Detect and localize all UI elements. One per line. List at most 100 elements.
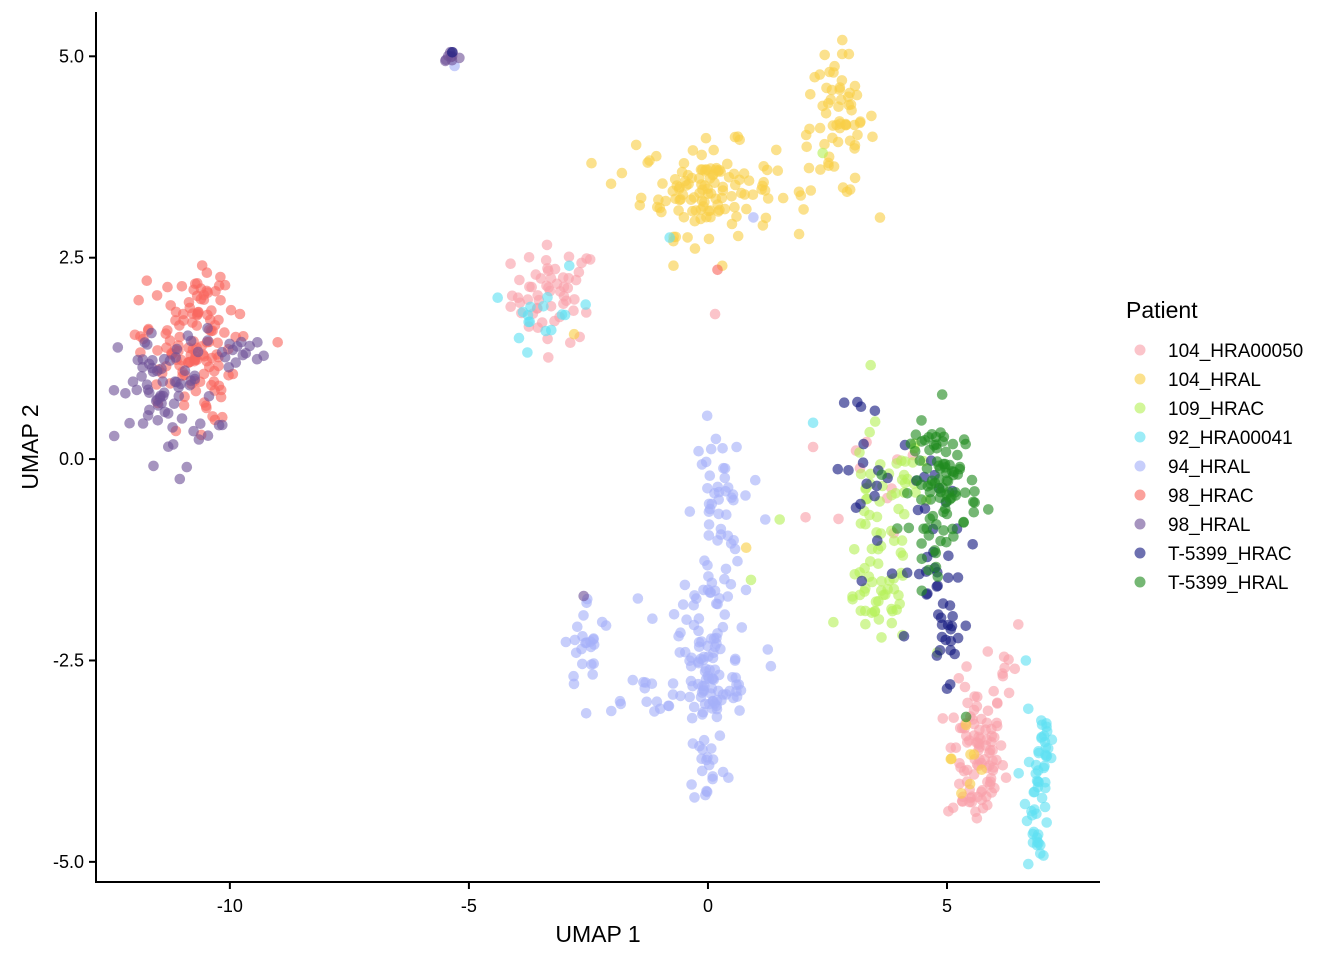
data-point — [654, 202, 666, 214]
data-point — [201, 267, 213, 279]
data-point — [585, 641, 597, 653]
data-point — [891, 604, 902, 615]
data-point — [757, 220, 769, 231]
data-point — [713, 206, 724, 217]
legend-key — [1134, 547, 1146, 559]
data-point — [876, 469, 887, 481]
data-point — [942, 572, 954, 584]
data-point — [931, 443, 942, 454]
legend-key — [1134, 373, 1146, 385]
data-point — [272, 337, 284, 348]
data-point — [740, 584, 752, 596]
data-point — [569, 294, 580, 305]
data-point — [112, 342, 124, 353]
data-point — [800, 512, 811, 523]
data-point — [909, 446, 921, 457]
data-point — [213, 419, 225, 431]
data-point — [174, 473, 186, 485]
data-point — [185, 335, 197, 347]
data-point — [689, 792, 700, 803]
data-point — [1040, 782, 1051, 794]
data-point — [173, 390, 185, 402]
data-point — [869, 416, 881, 427]
data-point — [706, 673, 718, 684]
data-point — [871, 511, 883, 523]
y-axis-title: UMAP 2 — [17, 404, 43, 489]
data-point — [676, 166, 688, 178]
data-point — [960, 711, 972, 723]
data-point — [832, 463, 844, 475]
data-point — [195, 293, 207, 305]
data-point — [916, 415, 927, 426]
x-axis-title: UMAP 1 — [555, 921, 640, 947]
data-point — [985, 772, 997, 784]
data-point — [824, 66, 835, 78]
data-point — [960, 438, 971, 450]
data-point — [835, 94, 847, 106]
data-point — [971, 813, 983, 824]
data-point — [793, 186, 805, 198]
data-point — [570, 274, 582, 286]
data-point — [821, 82, 832, 94]
data-point — [699, 555, 710, 566]
data-point — [202, 335, 213, 346]
data-point — [902, 473, 913, 485]
data-point — [897, 550, 909, 561]
data-point — [834, 122, 846, 134]
data-point — [923, 432, 934, 443]
data-point — [911, 475, 923, 486]
legend-label: 109_HRAC — [1168, 399, 1264, 420]
data-point — [152, 415, 164, 426]
data-point — [176, 413, 188, 424]
data-point — [581, 307, 592, 318]
data-point — [757, 180, 768, 192]
data-point — [931, 650, 943, 661]
legend-label: 98_HRAL — [1168, 515, 1250, 536]
data-point — [1041, 718, 1052, 729]
data-point — [997, 670, 1009, 682]
legend-item: 98_HRAC — [1134, 486, 1254, 507]
data-point — [708, 144, 719, 156]
data-point — [162, 281, 173, 293]
data-point — [1035, 848, 1046, 859]
data-point — [966, 791, 978, 802]
data-point — [1028, 786, 1040, 798]
data-point — [941, 536, 952, 548]
data-point — [866, 543, 878, 555]
data-point — [947, 438, 959, 450]
data-point — [524, 281, 535, 293]
data-point — [669, 174, 681, 185]
data-point — [681, 614, 692, 625]
data-point — [212, 337, 223, 349]
data-point — [722, 530, 734, 542]
data-point — [564, 260, 575, 272]
data-point — [950, 742, 962, 753]
data-point — [817, 147, 828, 159]
data-point — [959, 681, 971, 693]
data-point — [942, 619, 954, 631]
data-point — [524, 316, 536, 328]
data-point — [855, 605, 867, 617]
data-point — [854, 447, 865, 458]
legend-label: 98_HRAC — [1168, 486, 1254, 507]
data-point — [713, 508, 724, 520]
data-point — [728, 494, 739, 506]
data-point — [703, 233, 715, 245]
data-point — [846, 105, 857, 116]
data-point — [1019, 798, 1031, 810]
data-point — [189, 370, 200, 382]
data-point — [940, 446, 952, 458]
data-point — [540, 254, 552, 266]
y-tick-label: 2.5 — [59, 248, 84, 268]
data-point — [962, 737, 973, 748]
data-point — [709, 664, 721, 676]
data-point — [955, 762, 966, 773]
data-point — [171, 376, 182, 388]
data-point — [1023, 858, 1034, 870]
data-point — [183, 297, 195, 308]
data-point — [748, 212, 759, 223]
data-point — [144, 387, 155, 399]
data-point — [151, 365, 163, 377]
data-point — [814, 122, 826, 134]
data-point — [750, 474, 761, 486]
